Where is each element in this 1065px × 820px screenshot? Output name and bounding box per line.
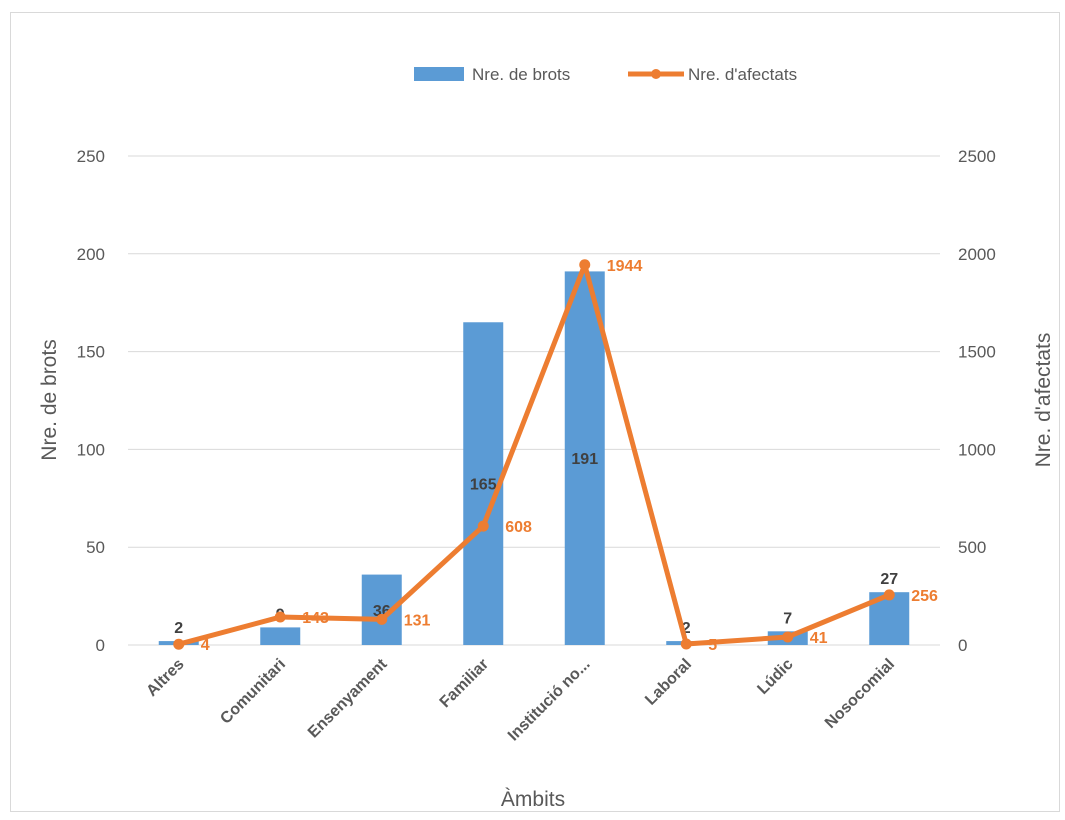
- left-axis-ticks: 0 50 100 150 200 250: [77, 147, 105, 655]
- bar-value-label: 2: [174, 620, 183, 637]
- series-line: [178, 262, 891, 647]
- line-point: [883, 589, 895, 601]
- y-axis-title: Nre. de brots: [38, 339, 61, 460]
- chart-frame: [10, 12, 1060, 812]
- category-label: Lúdic: [754, 656, 796, 698]
- category-label: Nosocomial: [822, 656, 898, 732]
- bar-value-label: 2: [682, 620, 691, 637]
- legend-label-line: Nre. d'afectats: [688, 65, 797, 84]
- y2-tick-label: 1500: [958, 343, 996, 362]
- y-tick-label: 250: [77, 147, 105, 166]
- line-point: [376, 613, 388, 625]
- line-value-label: 256: [911, 588, 938, 605]
- y2-tick-label: 500: [958, 538, 986, 557]
- category-label: Familiar: [437, 656, 492, 711]
- line-point: [782, 631, 794, 643]
- category-label: Comunitari: [217, 656, 289, 728]
- line-value-label: 4: [201, 637, 210, 654]
- bar-value-label: 27: [880, 571, 898, 588]
- line-point: [680, 638, 692, 650]
- bar-data-labels: 29361651912727: [174, 451, 898, 637]
- bar-value-label: 165: [470, 477, 497, 494]
- bar-series: [158, 271, 910, 645]
- category-label: Institució no...: [505, 656, 594, 745]
- line-value-label: 41: [810, 630, 828, 647]
- line-point: [173, 638, 185, 650]
- line-value-label: 608: [505, 519, 532, 536]
- line-value-label: 131: [404, 612, 431, 629]
- line-point: [579, 259, 591, 271]
- y-tick-label: 150: [77, 343, 105, 362]
- category-label: Altres: [143, 656, 187, 700]
- y-tick-label: 200: [77, 245, 105, 264]
- line-point: [274, 611, 286, 623]
- category-label: Laboral: [642, 656, 695, 709]
- line-point: [477, 520, 489, 532]
- category-label: Ensenyament: [305, 655, 391, 741]
- line-value-label: 143: [302, 610, 329, 627]
- line-series: [173, 259, 895, 650]
- bar: [463, 322, 504, 645]
- bar-value-label: 191: [571, 451, 598, 468]
- right-axis-ticks: 0 500 1000 1500 2000 2500: [958, 147, 996, 655]
- line-data-labels: 4 143 131 608 1944 5 41 256: [201, 258, 938, 654]
- y2-tick-label: 1000: [958, 440, 996, 459]
- line-value-label: 1944: [607, 258, 643, 275]
- y2-tick-label: 0: [958, 636, 967, 655]
- legend: Nre. de brots Nre. d'afectats: [414, 65, 797, 84]
- y2-tick-label: 2500: [958, 147, 996, 166]
- y-tick-label: 50: [86, 538, 105, 557]
- bar-value-label: 7: [783, 610, 792, 627]
- y-tick-label: 0: [96, 636, 105, 655]
- y-tick-label: 100: [77, 440, 105, 459]
- legend-label-bars: Nre. de brots: [472, 65, 570, 84]
- legend-swatch-marker: [651, 69, 661, 79]
- category-labels: Altres Comunitari Ensenyament Familiar Insti…: [143, 655, 898, 744]
- bar: [260, 627, 301, 645]
- y2-axis-title: Nre. d'afectats: [1032, 333, 1055, 468]
- legend-swatch-bars: [414, 67, 464, 81]
- y2-tick-label: 2000: [958, 245, 996, 264]
- x-axis-title: Àmbits: [501, 788, 565, 811]
- bar: [564, 271, 605, 645]
- line-value-label: 5: [708, 637, 717, 654]
